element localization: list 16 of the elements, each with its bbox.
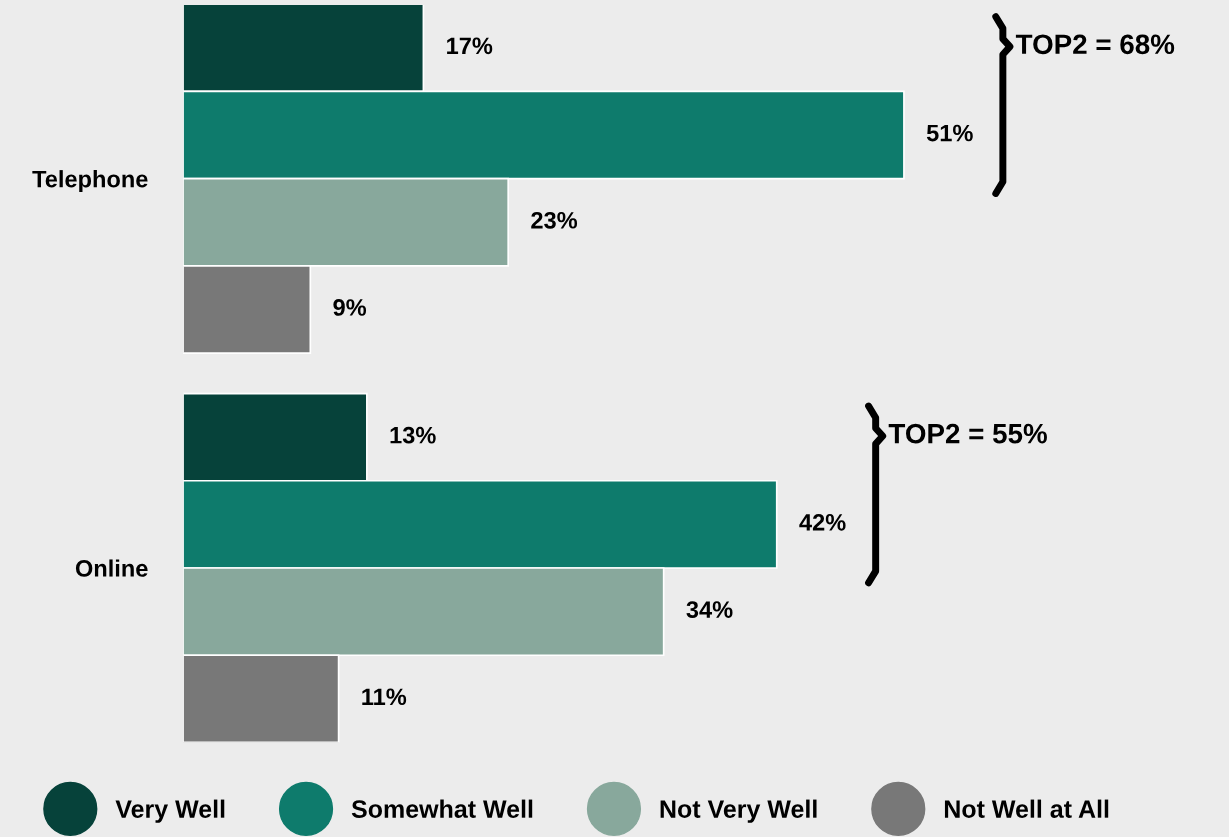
y-tick-label: Telephone [32, 170, 148, 193]
data-label: 11% [362, 688, 407, 706]
data-label: 42% [799, 514, 846, 531]
data-label: 23% [531, 211, 578, 229]
legend-label: Not Well at All [944, 799, 1109, 818]
legend-label: Somewhat Well [351, 799, 533, 818]
legend-label: Not Very Well [660, 799, 817, 823]
data-label: 34% [686, 601, 733, 618]
data-label: 13% [390, 426, 436, 444]
data-label: 51% [926, 124, 973, 142]
annotation: TOP2 = 55% [888, 423, 1047, 444]
annotation: TOP2 = 68% [1015, 34, 1175, 55]
y-tick-label: Online [75, 559, 148, 577]
legend-label: Very Well [115, 799, 225, 823]
data-label: 17% [447, 37, 493, 55]
data-label: 9% [333, 299, 367, 316]
